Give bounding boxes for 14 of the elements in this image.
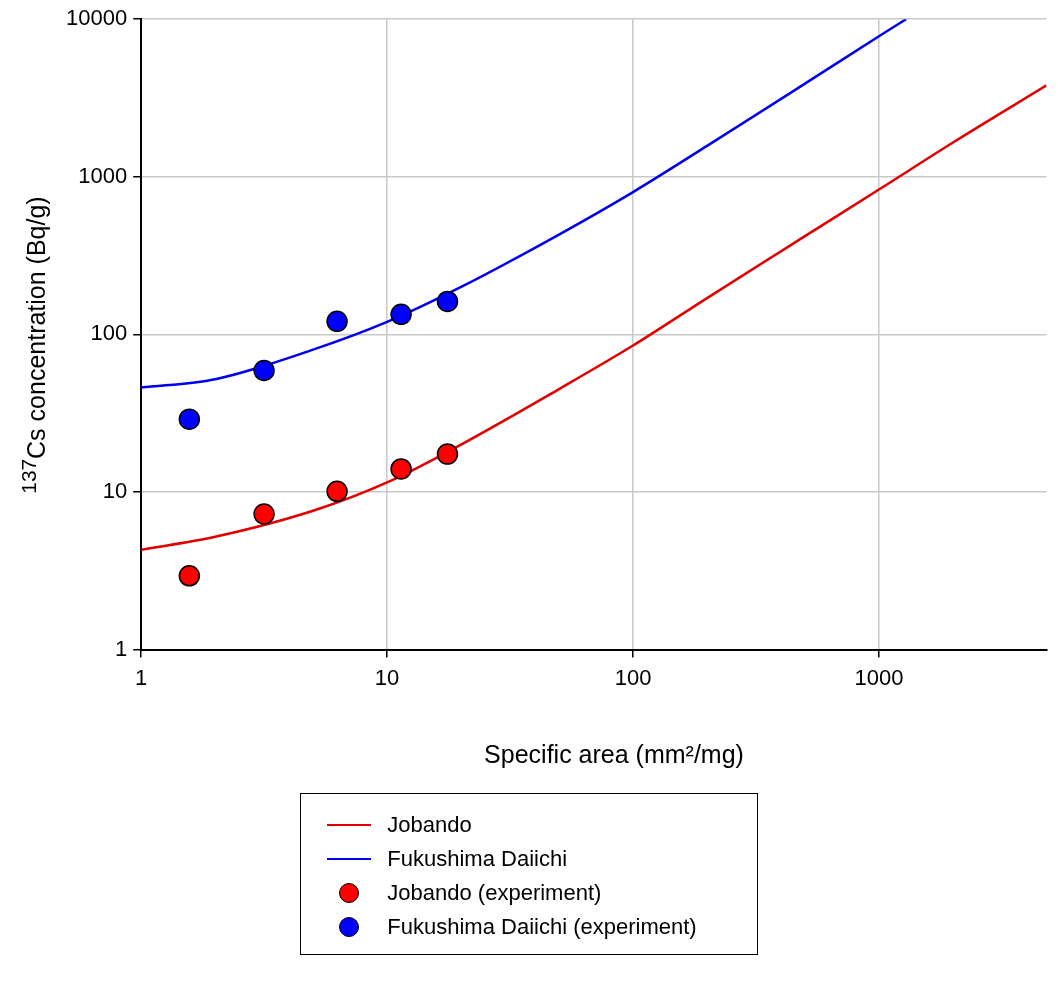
y-tick-label: 1 <box>114 635 128 661</box>
x-tick-label: 10 <box>374 664 400 690</box>
legend-label: Fukushima Daiichi (experiment) <box>387 914 697 940</box>
x-tick-label: 1 <box>135 664 148 690</box>
y-tick-label: 10 <box>102 478 128 504</box>
legend-label: Jobando <box>387 812 472 838</box>
x-tick-label: 100 <box>614 664 652 690</box>
legend-label: Jobando (experiment) <box>387 880 602 906</box>
y-tick-label: 10000 <box>65 5 128 31</box>
y-tick-label: 100 <box>90 320 128 346</box>
x-tick-label: 1000 <box>854 664 904 690</box>
y-tick-label: 1000 <box>78 162 128 188</box>
x-axis-title: Specific area (mm²/mg) <box>483 740 745 769</box>
legend-label: Fukushima Daiichi <box>387 846 568 872</box>
